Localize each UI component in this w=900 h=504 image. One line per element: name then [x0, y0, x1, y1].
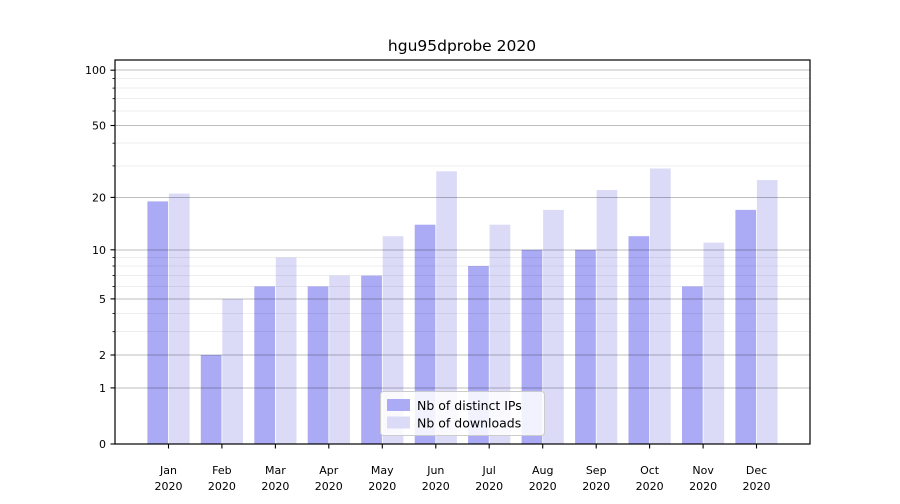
- x-tick-label-year-mar: 2020: [261, 480, 289, 493]
- bar-nb-of-downloads-sep: [596, 190, 618, 444]
- y-tick-label-2: 2: [99, 349, 106, 362]
- plot-area-frame: [114, 59, 811, 445]
- x-tick-label-month-apr: Apr: [319, 464, 339, 477]
- bars-layer: [147, 168, 778, 445]
- x-tick-label-month-feb: Feb: [212, 464, 231, 477]
- bar-nb-of-downloads-nov: [703, 242, 725, 444]
- bar-nb-of-distinct-ips-jun: [414, 224, 436, 444]
- legend-label-distinct-ips: Nb of distinct IPs: [417, 398, 522, 413]
- bar-nb-of-downloads-apr: [329, 275, 350, 444]
- bar-nb-of-downloads-jul: [489, 224, 511, 444]
- bar-nb-of-distinct-ips-feb: [200, 355, 222, 444]
- x-tick-label-year-apr: 2020: [315, 480, 343, 493]
- bar-nb-of-downloads-oct: [650, 168, 671, 444]
- bar-nb-of-distinct-ips-nov: [682, 286, 703, 444]
- bar-nb-of-distinct-ips-may: [361, 275, 382, 444]
- x-tick-label-month-mar: Mar: [265, 464, 286, 477]
- legend: Nb of distinct IPs Nb of downloads: [380, 391, 545, 436]
- x-tick-label-month-jun: Jun: [426, 464, 444, 477]
- x-tick-label-month-jul: Jul: [482, 464, 496, 477]
- legend-swatch-downloads: [387, 416, 410, 429]
- bar-nb-of-distinct-ips-apr: [307, 286, 329, 444]
- x-tick-label-year-dec: 2020: [743, 480, 771, 493]
- x-tick-label-month-oct: Oct: [640, 464, 660, 477]
- x-tick-label-year-aug: 2020: [529, 480, 557, 493]
- bar-nb-of-downloads-jan: [168, 193, 190, 444]
- legend-swatch-distinct-ips: [387, 399, 410, 411]
- minor-gridlines: [115, 78, 810, 333]
- bar-nb-of-downloads-jun: [436, 171, 457, 445]
- y-tick-label-1: 1: [99, 382, 106, 395]
- x-tick-label-month-dec: Dec: [746, 464, 767, 477]
- bar-nb-of-downloads-aug: [543, 209, 564, 444]
- axis-ticks-layer: 0 1 2 5 10 20 50 100 Jan 2020 Feb 2020 Mar 2020 Apr 202…: [85, 64, 771, 493]
- y-tick-label-0: 0: [99, 438, 106, 451]
- x-tick-label-month-jan: Jan: [159, 464, 177, 477]
- legend-label-downloads: Nb of downloads: [417, 416, 521, 431]
- y-tick-label-100: 100: [85, 64, 106, 77]
- x-tick-label-month-nov: Nov: [692, 464, 714, 477]
- y-tick-label-50: 50: [92, 120, 106, 133]
- bar-nb-of-downloads-feb: [222, 298, 243, 444]
- x-tick-label-year-jun: 2020: [422, 480, 450, 493]
- y-tick-label-10: 10: [92, 244, 106, 257]
- bar-nb-of-downloads-mar: [275, 257, 297, 444]
- x-tick-label-year-feb: 2020: [208, 480, 236, 493]
- bar-nb-of-distinct-ips-mar: [254, 286, 275, 444]
- x-tick-label-year-may: 2020: [368, 480, 396, 493]
- x-tick-label-year-oct: 2020: [636, 480, 664, 493]
- x-tick-label-month-sep: Sep: [586, 464, 607, 477]
- bar-nb-of-downloads-dec: [756, 180, 778, 444]
- x-tick-label-month-may: May: [371, 464, 394, 477]
- x-tick-label-year-jan: 2020: [155, 480, 183, 493]
- bar-nb-of-distinct-ips-sep: [575, 249, 596, 444]
- x-tick-label-year-jul: 2020: [475, 480, 503, 493]
- y-tick-label-20: 20: [92, 191, 106, 204]
- x-tick-label-year-nov: 2020: [689, 480, 717, 493]
- x-tick-label-year-sep: 2020: [582, 480, 610, 493]
- legend-box: [380, 391, 545, 436]
- bar-nb-of-distinct-ips-jan: [147, 201, 169, 444]
- y-tick-label-5: 5: [99, 293, 106, 306]
- bar-nb-of-distinct-ips-dec: [735, 209, 757, 444]
- chart-title: hgu95dprobe 2020: [388, 37, 536, 55]
- x-tick-label-month-aug: Aug: [532, 464, 553, 477]
- major-gridlines: [115, 69, 810, 389]
- bar-nb-of-distinct-ips-oct: [628, 236, 650, 444]
